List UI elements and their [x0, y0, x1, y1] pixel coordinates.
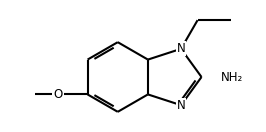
Text: O: O: [53, 88, 63, 101]
Text: NH₂: NH₂: [221, 70, 243, 84]
Text: N: N: [177, 42, 185, 55]
Text: N: N: [177, 99, 185, 112]
